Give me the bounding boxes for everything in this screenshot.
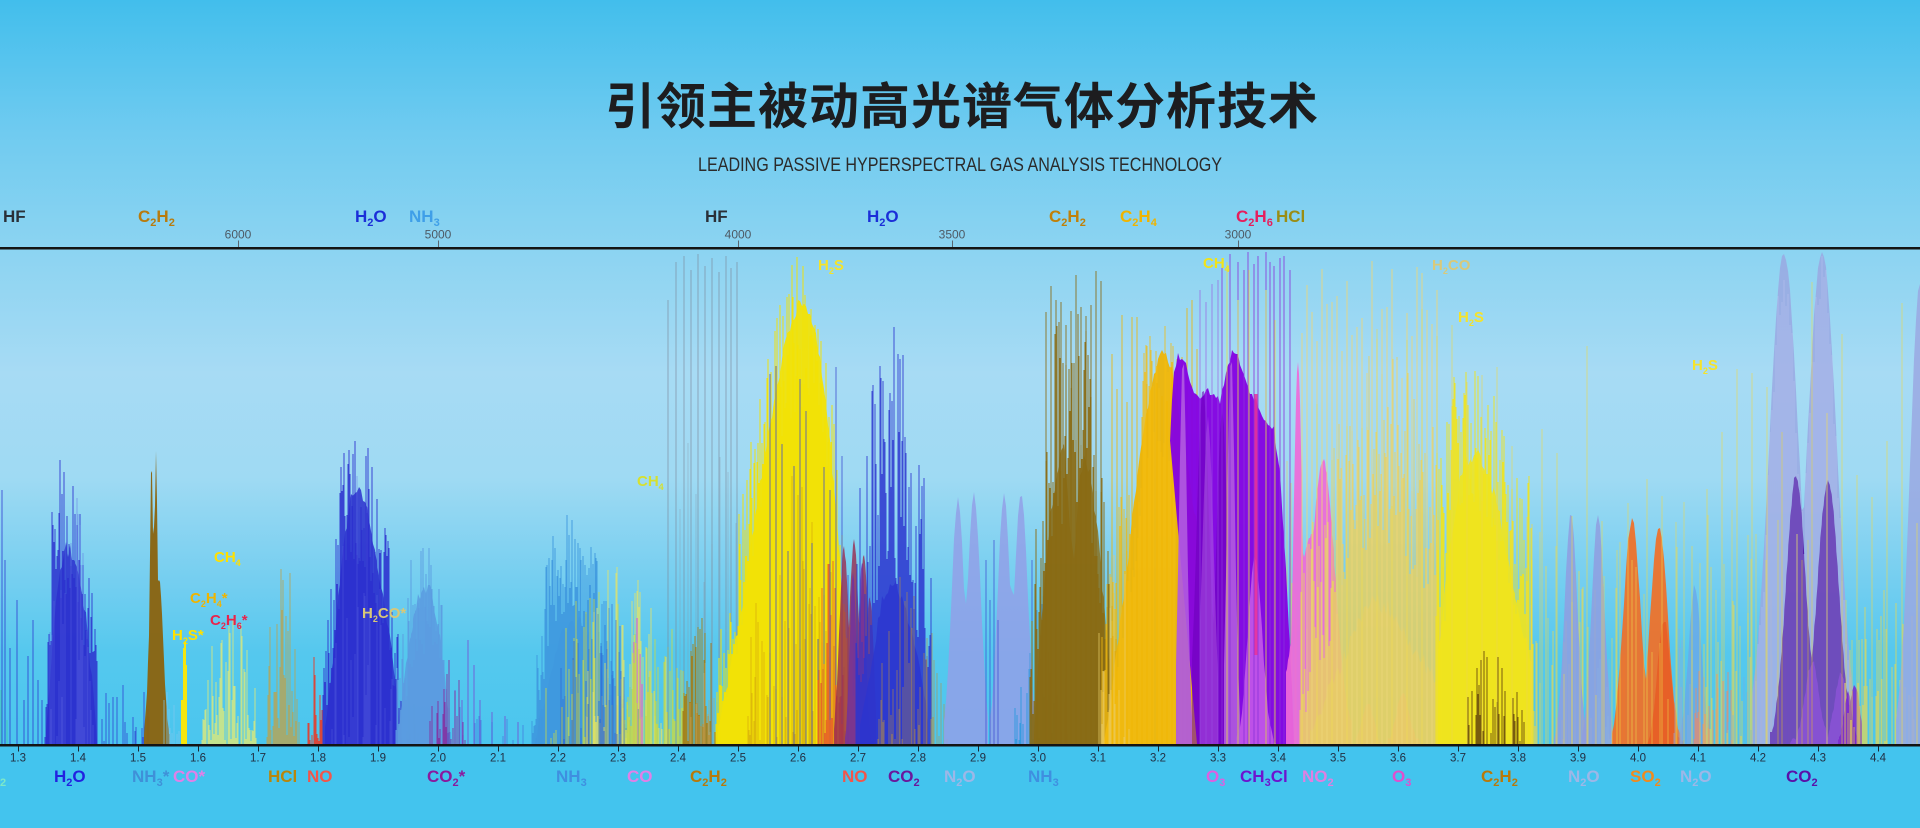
svg-text:3.4: 3.4 — [1270, 753, 1287, 765]
svg-text:SO2: SO2 — [1630, 767, 1661, 789]
svg-text:O3: O3 — [1206, 767, 1225, 789]
svg-text:3.9: 3.9 — [1570, 753, 1586, 765]
svg-text:2: 2 — [0, 777, 6, 789]
svg-text:3.2: 3.2 — [1150, 753, 1166, 765]
svg-text:HCl: HCl — [1276, 207, 1305, 226]
svg-text:5000: 5000 — [425, 228, 452, 242]
svg-text:4.0: 4.0 — [1630, 753, 1646, 765]
svg-text:H2O: H2O — [867, 207, 899, 229]
svg-text:LEADING PASSIVE HYPERSPECTRAL: LEADING PASSIVE HYPERSPECTRAL GAS ANALYS… — [698, 154, 1222, 176]
svg-text:2.7: 2.7 — [850, 753, 866, 765]
svg-text:3500: 3500 — [939, 228, 966, 242]
svg-text:2.2: 2.2 — [550, 753, 566, 765]
svg-text:HF: HF — [3, 207, 26, 226]
svg-text:NH3: NH3 — [409, 207, 440, 229]
svg-text:H2CO: H2CO — [1432, 257, 1471, 276]
svg-text:H2S*: H2S* — [172, 627, 204, 646]
svg-text:1.9: 1.9 — [370, 753, 386, 765]
svg-text:1.5: 1.5 — [130, 753, 146, 765]
svg-text:C2H2: C2H2 — [690, 767, 727, 789]
svg-text:2.6: 2.6 — [790, 753, 806, 765]
svg-text:H2CO*: H2CO* — [362, 605, 406, 624]
svg-text:NO: NO — [842, 767, 868, 786]
svg-text:4.1: 4.1 — [1690, 753, 1706, 765]
svg-text:C2H2: C2H2 — [138, 207, 175, 229]
svg-text:6000: 6000 — [225, 228, 252, 242]
svg-text:O3: O3 — [1392, 767, 1411, 789]
svg-text:CH3Cl: CH3Cl — [1240, 767, 1288, 789]
svg-text:NH3*: NH3* — [132, 767, 170, 789]
svg-text:2.3: 2.3 — [610, 753, 626, 765]
svg-text:1.7: 1.7 — [250, 753, 266, 765]
svg-text:2.9: 2.9 — [970, 753, 986, 765]
svg-text:3.1: 3.1 — [1090, 753, 1106, 765]
svg-text:CO2*: CO2* — [427, 767, 466, 789]
svg-text:CO*: CO* — [173, 767, 206, 786]
svg-text:3.5: 3.5 — [1330, 753, 1346, 765]
svg-text:H2S: H2S — [1458, 309, 1484, 328]
svg-text:H2O: H2O — [355, 207, 387, 229]
svg-text:CO: CO — [627, 767, 653, 786]
svg-text:C2H4*: C2H4* — [190, 590, 228, 609]
svg-text:3.8: 3.8 — [1510, 753, 1526, 765]
svg-text:H2S: H2S — [1692, 357, 1718, 376]
svg-text:N2O: N2O — [944, 767, 976, 789]
svg-text:2.8: 2.8 — [910, 753, 926, 765]
svg-text:3.0: 3.0 — [1030, 753, 1046, 765]
svg-text:CH4: CH4 — [1203, 255, 1230, 274]
svg-text:4.2: 4.2 — [1750, 753, 1766, 765]
svg-text:NO: NO — [307, 767, 333, 786]
svg-text:3.7: 3.7 — [1450, 753, 1466, 765]
svg-text:NH3: NH3 — [1028, 767, 1059, 789]
svg-text:CO2: CO2 — [1786, 767, 1818, 789]
svg-text:1.6: 1.6 — [190, 753, 206, 765]
svg-text:CH4: CH4 — [637, 473, 664, 492]
svg-text:H2O: H2O — [54, 767, 86, 789]
svg-text:2.0: 2.0 — [430, 753, 446, 765]
svg-text:CH4: CH4 — [214, 549, 241, 568]
svg-text:3.3: 3.3 — [1210, 753, 1226, 765]
svg-text:4.3: 4.3 — [1810, 753, 1826, 765]
svg-text:2.4: 2.4 — [670, 753, 687, 765]
svg-text:N2O: N2O — [1568, 767, 1600, 789]
svg-text:H2S: H2S — [818, 257, 844, 276]
svg-text:C2H6*: C2H6* — [210, 612, 248, 631]
svg-text:C2H6: C2H6 — [1236, 207, 1273, 229]
svg-text:4.4: 4.4 — [1870, 753, 1887, 765]
svg-text:CO2: CO2 — [888, 767, 920, 789]
svg-text:3000: 3000 — [1225, 228, 1252, 242]
svg-text:1.3: 1.3 — [10, 753, 26, 765]
svg-text:NH3: NH3 — [556, 767, 587, 789]
svg-text:C2H2: C2H2 — [1049, 207, 1086, 229]
svg-text:4000: 4000 — [725, 228, 752, 242]
svg-text:2.5: 2.5 — [730, 753, 746, 765]
svg-text:2.1: 2.1 — [490, 753, 506, 765]
svg-text:1.4: 1.4 — [70, 753, 87, 765]
svg-text:C2H2: C2H2 — [1481, 767, 1518, 789]
svg-text:HF: HF — [705, 207, 728, 226]
svg-text:C2H4: C2H4 — [1120, 207, 1158, 229]
svg-text:N2O: N2O — [1680, 767, 1712, 789]
svg-text:NO2: NO2 — [1302, 767, 1334, 789]
svg-text:1.8: 1.8 — [310, 753, 326, 765]
svg-text:HCl: HCl — [268, 767, 297, 786]
svg-text:3.6: 3.6 — [1390, 753, 1406, 765]
